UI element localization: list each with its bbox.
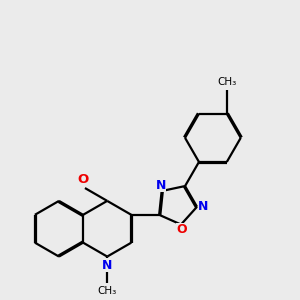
Text: CH₃: CH₃ (217, 77, 236, 88)
Text: O: O (177, 224, 188, 236)
Text: N: N (102, 259, 112, 272)
Text: N: N (198, 200, 208, 213)
Text: N: N (155, 178, 166, 192)
Text: CH₃: CH₃ (98, 286, 117, 296)
Text: O: O (78, 173, 89, 186)
